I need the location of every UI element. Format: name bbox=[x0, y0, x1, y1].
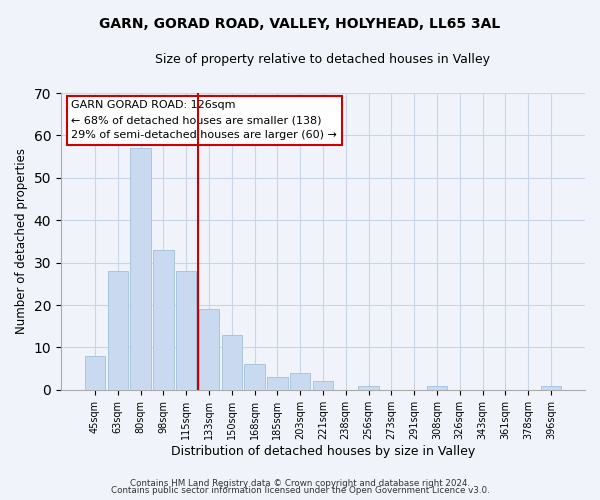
Bar bbox=[427, 386, 447, 390]
Bar bbox=[290, 373, 310, 390]
Title: Size of property relative to detached houses in Valley: Size of property relative to detached ho… bbox=[155, 52, 490, 66]
Bar bbox=[313, 382, 333, 390]
Text: GARN, GORAD ROAD, VALLEY, HOLYHEAD, LL65 3AL: GARN, GORAD ROAD, VALLEY, HOLYHEAD, LL65… bbox=[100, 18, 500, 32]
Bar bbox=[199, 310, 219, 390]
X-axis label: Distribution of detached houses by size in Valley: Distribution of detached houses by size … bbox=[171, 444, 475, 458]
Bar bbox=[176, 271, 196, 390]
Bar bbox=[358, 386, 379, 390]
Bar bbox=[130, 148, 151, 390]
Bar bbox=[244, 364, 265, 390]
Text: GARN GORAD ROAD: 126sqm
← 68% of detached houses are smaller (138)
29% of semi-d: GARN GORAD ROAD: 126sqm ← 68% of detache… bbox=[71, 100, 337, 140]
Bar bbox=[541, 386, 561, 390]
Bar bbox=[85, 356, 105, 390]
Y-axis label: Number of detached properties: Number of detached properties bbox=[15, 148, 28, 334]
Text: Contains HM Land Registry data © Crown copyright and database right 2024.: Contains HM Land Registry data © Crown c… bbox=[130, 478, 470, 488]
Bar bbox=[267, 377, 287, 390]
Bar bbox=[153, 250, 173, 390]
Bar bbox=[107, 271, 128, 390]
Bar bbox=[221, 334, 242, 390]
Text: Contains public sector information licensed under the Open Government Licence v3: Contains public sector information licen… bbox=[110, 486, 490, 495]
